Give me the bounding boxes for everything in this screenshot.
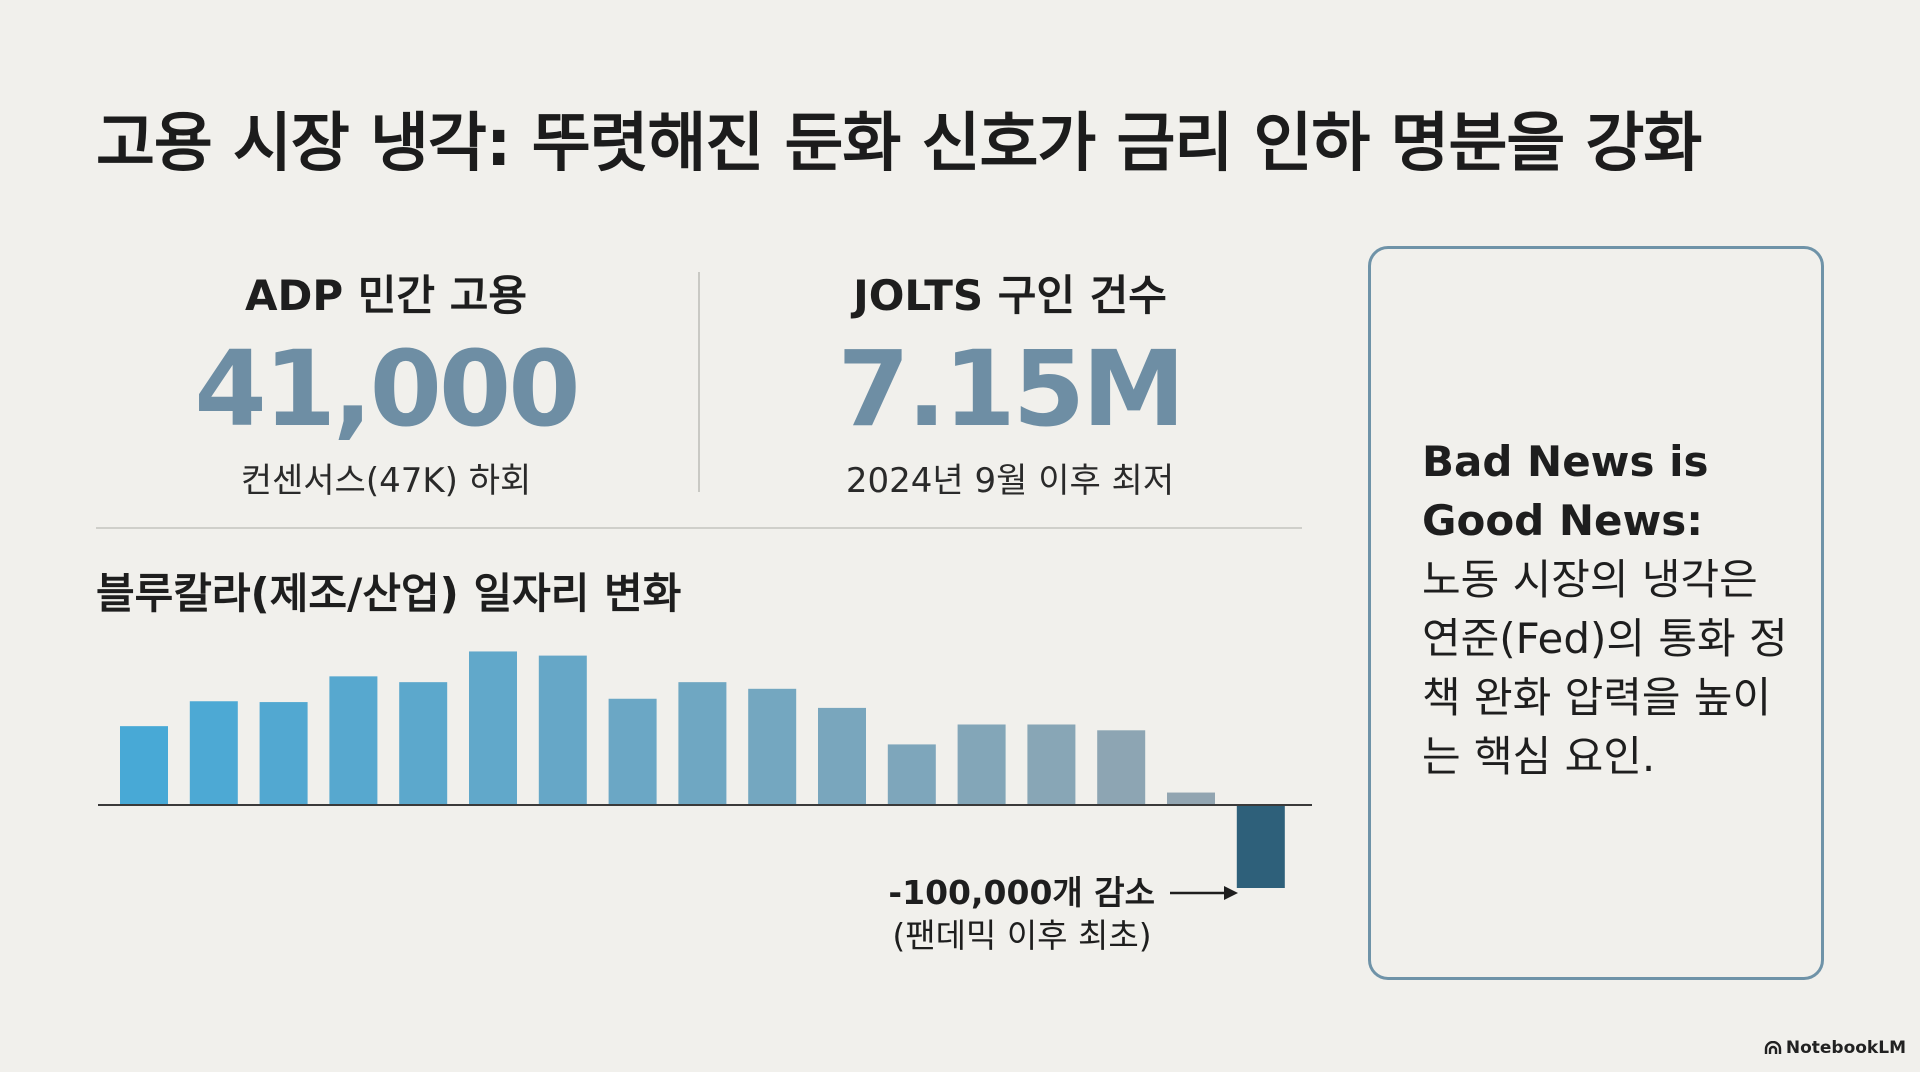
bar xyxy=(1097,730,1146,805)
bar xyxy=(399,682,448,805)
bar xyxy=(887,744,936,805)
metric-subtext: 2024년 9월 이후 최저 xyxy=(845,461,1175,501)
metric-value: 41,000 xyxy=(194,328,580,450)
metric-adp: ADP 민간 고용 41,000 컨센서스(47K) 하회 xyxy=(106,262,666,502)
bar xyxy=(538,655,587,805)
bar xyxy=(1027,724,1076,805)
bar xyxy=(608,698,657,805)
slide-title: 고용 시장 냉각: 뚜렷해진 둔화 신호가 금리 인하 명분을 강화 xyxy=(96,107,1702,181)
notebooklm-icon xyxy=(1764,1041,1782,1054)
bar xyxy=(1167,792,1215,805)
bar xyxy=(469,651,517,805)
metric-label: ADP 민간 고용 xyxy=(245,271,527,320)
annotation-sublabel: (팬데믹 이후 최초) xyxy=(892,916,1151,955)
bar xyxy=(678,682,727,805)
chart-title: 블루칼라(제조/산업) 일자리 변화 xyxy=(96,569,682,618)
metric-jolts: JOLTS 구인 건수 7.15M 2024년 9월 이후 최저 xyxy=(730,262,1290,502)
arrow-head-icon xyxy=(1224,886,1238,900)
bar xyxy=(189,701,238,805)
note-box xyxy=(1368,246,1824,980)
bar xyxy=(259,702,308,805)
metric-subtext: 컨센서스(47K) 하회 xyxy=(240,461,532,501)
bar xyxy=(818,707,866,805)
horizontal-divider xyxy=(96,527,1302,529)
bar xyxy=(957,724,1006,805)
note-body: 노동 시장의 냉각은 연준(Fed)의 통화 정책 완화 압력을 높이는 핵심 … xyxy=(1422,555,1788,781)
bar xyxy=(120,726,168,805)
bar xyxy=(329,676,378,805)
note-text: Bad News is Good News: 노동 시장의 냉각은 연준(Fed… xyxy=(1422,432,1802,786)
note-headline: Bad News is Good News: xyxy=(1422,437,1709,545)
bar xyxy=(1236,805,1285,888)
metric-label: JOLTS 구인 건수 xyxy=(853,271,1167,320)
brand-name: NotebookLM xyxy=(1785,1038,1906,1058)
metric-value: 7.15M xyxy=(837,328,1185,450)
vertical-divider xyxy=(698,272,700,492)
annotation-label: -100,000개 감소 xyxy=(888,873,1155,912)
bar-chart: -100,000개 감소 (팬데믹 이후 최초) xyxy=(98,651,1312,955)
brand-logo: NotebookLM xyxy=(1764,1038,1906,1058)
bar xyxy=(748,688,797,805)
